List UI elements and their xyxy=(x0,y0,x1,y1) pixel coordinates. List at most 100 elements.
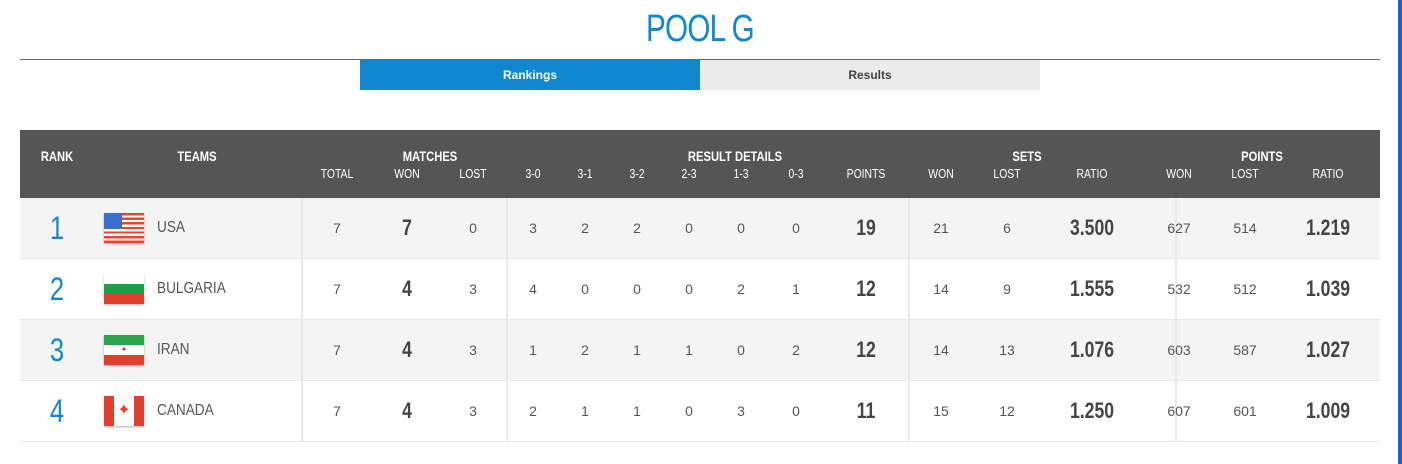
header-col: 2-3 xyxy=(681,166,697,181)
column-separator xyxy=(506,381,508,442)
rank: 3 xyxy=(49,332,65,368)
cell-ratio: 3.500 xyxy=(1069,215,1115,240)
column-separator xyxy=(301,320,303,381)
cell-3-0: 3 xyxy=(529,220,537,236)
cell-3-1: 2 xyxy=(581,220,589,236)
column-separator xyxy=(301,381,303,442)
cell-points: 12 xyxy=(856,276,876,301)
cell-won: 532 xyxy=(1167,281,1191,297)
cell-2-3: 0 xyxy=(685,281,693,297)
cell-2-3: 0 xyxy=(685,220,693,236)
header-col: LOST xyxy=(459,166,487,181)
team-name[interactable]: CANADA xyxy=(157,402,214,419)
column-separator xyxy=(301,198,303,259)
cell-won: 15 xyxy=(933,403,949,419)
header-col: 3-0 xyxy=(525,166,541,181)
header-points: POINTS xyxy=(1241,148,1283,164)
header-col: 3-1 xyxy=(577,166,593,181)
header-col: POINTS xyxy=(846,166,886,181)
cell-won: 7 xyxy=(402,215,412,240)
header-col: WON xyxy=(1166,166,1192,181)
cell-ratio: 1.027 xyxy=(1305,337,1351,362)
cell-won: 4 xyxy=(402,398,412,423)
page-title: POOL G xyxy=(646,8,755,50)
cell-won: 4 xyxy=(402,276,412,301)
cell-won: 14 xyxy=(933,281,949,297)
column-separator xyxy=(908,259,910,320)
cell-won: 14 xyxy=(933,342,949,358)
column-separator xyxy=(1175,259,1177,320)
table-row[interactable]: 1 USA 7 7 0 3 2 2 0 0 0 19 21 6 3.500 627 514 1.219 xyxy=(20,198,1380,259)
cell-ratio: 1.250 xyxy=(1069,398,1115,423)
header-col: 1-3 xyxy=(733,166,749,181)
column-separator xyxy=(506,259,508,320)
cell-lost: 0 xyxy=(469,220,477,236)
cell-3-2: 0 xyxy=(633,281,641,297)
cell-3-1: 2 xyxy=(581,342,589,358)
cell-won: 21 xyxy=(933,220,949,236)
cell-lost: 13 xyxy=(999,342,1015,358)
cell-ratio: 1.076 xyxy=(1069,337,1115,362)
cell-1-3: 0 xyxy=(737,220,745,236)
header-col: RATIO xyxy=(1076,166,1108,181)
column-separator xyxy=(506,198,508,259)
cell-3-0: 4 xyxy=(529,281,537,297)
cell-0-3: 0 xyxy=(792,403,800,419)
header-col: RATIO xyxy=(1312,166,1344,181)
header-matches: MATCHES xyxy=(402,148,458,164)
divider xyxy=(20,59,1380,60)
cell-lost: 6 xyxy=(1003,220,1011,236)
cell-lost: 512 xyxy=(1233,281,1257,297)
header-teams: TEAMS xyxy=(177,148,217,164)
cell-0-3: 2 xyxy=(792,342,800,358)
rank: 4 xyxy=(49,393,65,429)
cell-ratio: 1.219 xyxy=(1305,215,1351,240)
table-row[interactable]: 3 ✦ IRAN 7 4 3 1 2 1 1 0 2 12 14 13 1.076 603 587 1.027 xyxy=(20,320,1380,381)
team-name[interactable]: BULGARIA xyxy=(157,280,226,297)
column-separator xyxy=(908,320,910,381)
cell-3-1: 1 xyxy=(581,403,589,419)
cell-lost: 601 xyxy=(1233,403,1257,419)
cell-ratio: 1.039 xyxy=(1305,276,1351,301)
cell-lost: 514 xyxy=(1233,220,1257,236)
header-rank: RANK xyxy=(40,148,74,164)
team-name[interactable]: USA xyxy=(157,219,185,236)
scrollbar-edge xyxy=(1398,0,1402,464)
cell-3-2: 2 xyxy=(633,220,641,236)
cell-total: 7 xyxy=(333,220,341,236)
header-col: 0-3 xyxy=(788,166,804,181)
cell-lost: 3 xyxy=(469,403,477,419)
cell-3-0: 1 xyxy=(529,342,537,358)
tab-results[interactable]: Results xyxy=(700,60,1040,90)
header-col: WON xyxy=(394,166,420,181)
table-row[interactable]: 2 BULGARIA 7 4 3 4 0 0 0 2 1 12 14 9 1.555 532 512 1.039 xyxy=(20,259,1380,320)
cell-ratio: 1.555 xyxy=(1069,276,1115,301)
cell-won: 607 xyxy=(1167,403,1191,419)
iran-flag-icon: ✦ xyxy=(104,335,144,365)
table-row[interactable]: 4 ✦ CANADA 7 4 3 2 1 1 0 3 0 11 15 12 1.250 607 601 1.009 xyxy=(20,381,1380,442)
cell-0-3: 1 xyxy=(792,281,800,297)
cell-0-3: 0 xyxy=(792,220,800,236)
cell-1-3: 2 xyxy=(737,281,745,297)
cell-lost: 3 xyxy=(469,342,477,358)
tab-rankings[interactable]: Rankings xyxy=(360,60,700,90)
column-separator xyxy=(1175,198,1177,259)
column-separator xyxy=(908,198,910,259)
header-result-details: RESULT DETAILS xyxy=(687,148,783,164)
header-col: LOST xyxy=(1231,166,1259,181)
team-name[interactable]: IRAN xyxy=(157,341,190,358)
header-col: LOST xyxy=(993,166,1021,181)
cell-3-1: 0 xyxy=(581,281,589,297)
cell-lost: 3 xyxy=(469,281,477,297)
canada-flag-icon: ✦ xyxy=(104,396,144,426)
column-separator xyxy=(1175,381,1177,442)
rank: 1 xyxy=(49,210,65,246)
header-col: TOTAL xyxy=(320,166,354,181)
cell-total: 7 xyxy=(333,403,341,419)
header-sets: SETS xyxy=(1012,148,1042,164)
cell-points: 12 xyxy=(856,337,876,362)
header-col: 3-2 xyxy=(629,166,645,181)
column-separator xyxy=(1175,320,1177,381)
column-separator xyxy=(908,381,910,442)
cell-ratio: 1.009 xyxy=(1305,398,1351,423)
